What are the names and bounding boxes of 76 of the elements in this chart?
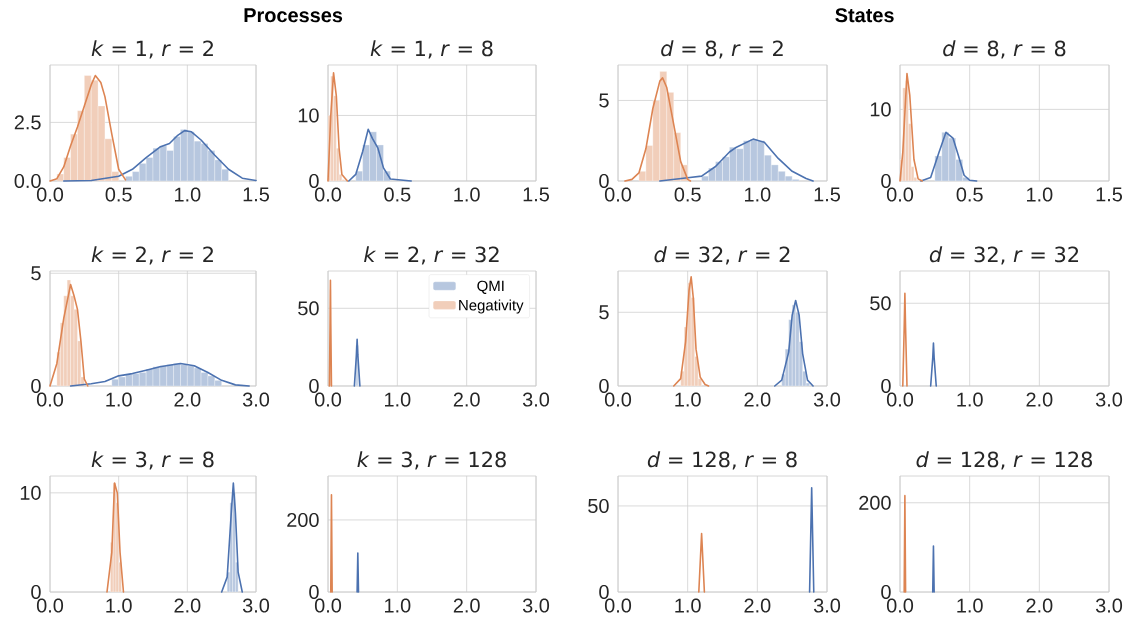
x-tick-label: 3.0	[1095, 392, 1123, 407]
x-tick-label: 1.0	[106, 392, 132, 407]
y-tick-label: 50	[588, 498, 609, 513]
x-tick-label: 3.0	[813, 598, 841, 613]
chart-title: k = 2, r = 32	[364, 246, 499, 265]
x-tick-label: 2.0	[453, 392, 480, 407]
x-tick-label: 3.0	[813, 392, 841, 407]
x-tick-label: 2.0	[174, 392, 201, 407]
y-tick-label: 10	[298, 108, 319, 123]
chart-title: k = 1, r = 8	[370, 40, 493, 59]
y-tick-label: 5	[599, 305, 609, 320]
y-tick-label: 0	[31, 378, 41, 394]
text: States	[835, 8, 894, 23]
x-tick-label: 2.0	[744, 392, 771, 407]
legend-label: QMI	[477, 280, 504, 294]
y-tick-label: 0	[881, 584, 891, 600]
y-tick-label: 5	[31, 266, 41, 281]
x-tick-label: 3.0	[1095, 598, 1123, 613]
x-tick-label: 2.0	[1026, 598, 1053, 613]
y-tick-label: 2.5	[14, 115, 41, 130]
x-tick-label: 1.5	[814, 187, 841, 202]
y-tick-label: 0	[599, 378, 609, 394]
x-tick-label: 1.0	[385, 598, 411, 613]
x-tick-label: 1.0	[454, 187, 480, 202]
chart-title: k = 1, r = 2	[91, 40, 213, 59]
y-tick-label: 0	[31, 584, 41, 600]
x-tick-label: 3.0	[522, 598, 550, 613]
x-tick-label: 2.0	[174, 598, 201, 613]
chart-title: d = 8, r = 2	[661, 40, 783, 59]
x-tick-label: 0.5	[384, 187, 411, 202]
y-tick-label: 0.0	[14, 173, 41, 189]
y-tick-label: 200	[287, 512, 319, 527]
x-tick-label: 1.5	[1096, 187, 1123, 202]
chart-title: d = 128, r = 8	[647, 451, 797, 470]
x-tick-label: 1.0	[385, 392, 411, 407]
text: Processes	[244, 8, 343, 23]
y-tick-label: 0	[309, 173, 319, 189]
y-tick-label: 50	[298, 301, 319, 316]
x-tick-label: 0.5	[674, 187, 701, 202]
y-tick-label: 0	[599, 584, 609, 600]
x-tick-label: 3.0	[522, 392, 550, 407]
x-tick-label: 1.5	[243, 187, 270, 202]
y-tick-label: 0	[881, 173, 891, 189]
x-tick-label: 1.5	[523, 187, 550, 202]
chart-title: d = 128, r = 128	[916, 451, 1092, 470]
x-tick-label: 1.0	[175, 187, 201, 202]
x-tick-label: 3.0	[242, 598, 270, 613]
y-tick-label: 10	[870, 102, 891, 117]
y-tick-label: 0	[599, 173, 609, 189]
x-tick-label: 2.0	[453, 598, 480, 613]
chart-title: d = 32, r = 32	[929, 246, 1079, 265]
chart-title: k = 3, r = 128	[357, 451, 506, 470]
x-tick-label: 2.0	[744, 598, 771, 613]
chart-title: k = 3, r = 8	[91, 451, 214, 470]
chart-title: d = 8, r = 8	[943, 40, 1066, 59]
x-tick-label: 1.0	[957, 598, 983, 613]
y-tick-label: 0	[309, 378, 319, 394]
x-tick-label: 1.0	[106, 598, 132, 613]
y-tick-label: 0	[309, 584, 319, 600]
chart-title: k = 2, r = 2	[91, 246, 213, 265]
x-tick-label: 3.0	[242, 392, 270, 407]
chart-title: d = 32, r = 2	[654, 246, 790, 265]
y-tick-label: 0	[881, 378, 891, 394]
x-tick-label: 1.0	[1027, 187, 1053, 202]
y-tick-label: 200	[859, 495, 891, 510]
x-tick-label: 1.0	[675, 598, 701, 613]
x-tick-label: 2.0	[1026, 392, 1053, 407]
x-tick-label: 1.0	[957, 392, 983, 407]
x-tick-label: 1.0	[675, 392, 701, 407]
x-tick-label: 0.5	[956, 187, 983, 202]
y-tick-label: 10	[20, 485, 41, 500]
x-tick-label: 0.5	[105, 187, 132, 202]
x-tick-label: 1.0	[745, 187, 771, 202]
y-tick-label: 5	[599, 93, 609, 108]
legend-label: Negativity	[459, 299, 524, 314]
y-tick-label: 50	[870, 296, 891, 311]
